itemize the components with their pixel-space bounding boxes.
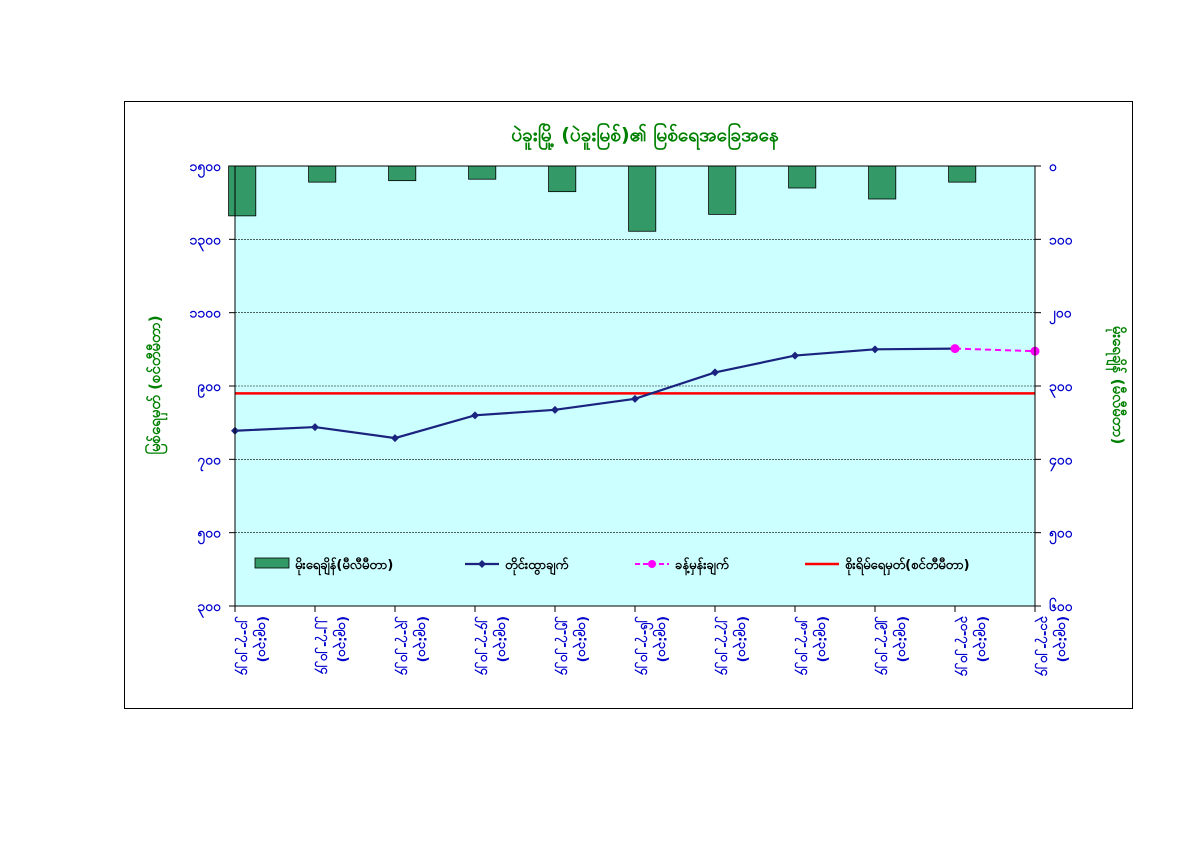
- measured-point: [631, 394, 639, 403]
- x-tick-label: ၂၅-၇-၂၀၂၄ (၀၉:၃၀): [554, 616, 590, 676]
- x-tick-date: ၂၆-၇-၂၀၂၄: [634, 616, 654, 676]
- x-tick-date: ၂၈-၇-၂၀၂၄: [794, 616, 812, 676]
- y-tick-label-left: ၁၃၀၀: [190, 232, 223, 251]
- legend-marker-forecast: [648, 560, 656, 568]
- rainfall-bar: [628, 165, 657, 232]
- x-tick-label: ၂၁-၇-၂၀၂၄ (၀၉:၃၀): [234, 616, 270, 676]
- rainfall-bar: [948, 165, 977, 183]
- chart-svg: ပဲခူးမြို့ (ပဲခူးမြစ်)၏ မြစ်ရေအခြေအနေ မြ…: [144, 121, 1128, 677]
- x-tick-date: ၃၁-၇-၂၀၂၄: [1034, 616, 1052, 677]
- y-tick-label-left: ၇၀၀: [197, 452, 222, 471]
- x-tick-time: (၀၉:၃၀): [252, 616, 270, 662]
- x-tick-date: ၂၅-၇-၂၀၂၄: [554, 616, 572, 676]
- legend-label: မိုးရေချိန်(မီလီမီတာ): [295, 556, 393, 576]
- y-tick-label-right: ၁၀၀: [1049, 232, 1074, 248]
- x-tick-time: (၀၉:၃၀): [972, 616, 990, 662]
- x-tick-time: (၀၉:၃၀): [892, 616, 910, 662]
- y-tick-label-right: ၄၀၀: [1049, 452, 1074, 471]
- y-tick-label-left: ၃၀၀: [197, 599, 222, 618]
- y-tick-label-right: ၃၀၀: [1049, 379, 1074, 398]
- x-tick-time: (၀၉:၃၀): [812, 616, 830, 662]
- x-tick-date: ၂၉-၇-၂၀၂၄: [874, 616, 892, 676]
- y-axis-label-left: မြစ်ရေမှတ် (စင်တီမီတာ): [144, 315, 168, 454]
- measured-point: [471, 411, 479, 420]
- rainfall-bar: [788, 165, 817, 189]
- rainfall-bar: [468, 165, 497, 180]
- x-tick-time: (၀၉:၃၀): [652, 616, 670, 662]
- rainfall-bar: [708, 165, 737, 215]
- rainfall-bar: [228, 165, 257, 217]
- legend-marker-measured: [478, 560, 486, 568]
- x-tick-date: ၂၁-၇-၂၀၂၄: [234, 616, 252, 676]
- y-tick-label-right: ၆၀၀: [1049, 598, 1074, 615]
- x-tick-label: ၂၉-၇-၂၀၂၄ (၀၉:၃၀): [874, 616, 910, 676]
- x-tick-label: ၂၄-၇-၂၀၂၄ (၀၉:၃၀): [474, 616, 510, 676]
- x-tick-label: ၂၂-၇-၂၀၂၄ (၀၉:၃၀): [314, 616, 350, 675]
- x-tick-time: (၀၉:၃၀): [332, 616, 350, 662]
- chart-title: ပဲခူးမြို့ (ပဲခူးမြစ်)၏ မြစ်ရေအခြေအနေ: [511, 121, 779, 151]
- rainfall-bar: [548, 165, 577, 193]
- measured-point: [391, 434, 399, 443]
- x-tick-label: ၃၀-၇-၂၀၂၄ (၀၉:၃၀): [954, 616, 990, 677]
- measured-point: [791, 351, 799, 360]
- x-tick-time: (၀၉:၃၀): [492, 616, 510, 662]
- y-tick-label-right: ၂၀၀: [1049, 306, 1073, 325]
- forecast-point: [950, 344, 960, 354]
- rainfall-bar: [388, 165, 417, 182]
- measured-point: [551, 405, 559, 414]
- y-tick-label-left: ၁၁၀၀: [190, 306, 223, 322]
- legend-label: တိုင်းထွာချက်: [505, 556, 568, 576]
- x-tick-date: ၂၃-၇-၂၀၂၄: [394, 616, 412, 676]
- x-tick-date: ၂၄-၇-၂၀၂၄: [474, 616, 492, 676]
- y-tick-label-left: ၅၀၀: [197, 526, 222, 545]
- x-tick-date: ၃၀-၇-၂၀၂၄: [954, 616, 972, 677]
- x-tick-label: ၃၁-၇-၂၀၂၄ (၀၉:၃၀): [1034, 616, 1070, 677]
- x-tick-time: (၀၉:၃၀): [732, 616, 750, 662]
- legend-swatch-rainfall: [254, 557, 290, 569]
- x-tick-date: ၂၂-၇-၂၀၂၄: [314, 616, 332, 675]
- forecast-line: [954, 347, 1036, 353]
- rainfall-bar: [868, 165, 897, 200]
- x-tick-label: ၂၃-၇-၂၀၂၄ (၀၉:၃၀): [394, 616, 430, 676]
- measured-point: [711, 368, 719, 377]
- y-axis-label-right: မိုးရေချိန် (မီလီမီတာ): [1105, 326, 1128, 445]
- y-tick-label-right: ၀: [1049, 159, 1058, 175]
- x-tick-label: ၂၈-၇-၂၀၂၄ (၀၉:၃၀): [794, 616, 830, 676]
- x-tick-label: ၂၆-၇-၂၀၂၄ (၀၉:၃၀): [634, 616, 670, 676]
- y-tick-label-left: ၁၅၀၀: [190, 159, 223, 178]
- measured-point: [311, 423, 319, 432]
- x-tick-time: (၀၉:၃၀): [412, 616, 430, 662]
- x-tick-time: (၀၉:၃၀): [572, 616, 590, 662]
- x-tick-date: ၂၇-၇-၂၀၂၄: [714, 616, 732, 676]
- chart-frame: ပဲခူးမြို့ (ပဲခူးမြစ်)၏ မြစ်ရေအခြေအနေ မြ…: [124, 101, 1133, 709]
- measured-line: [234, 347, 956, 440]
- legend-label: ခန့်မှန်းချက်: [675, 556, 729, 576]
- rainfall-bar: [308, 165, 337, 183]
- y-tick-label-right: ၅၀၀: [1049, 526, 1074, 545]
- x-tick-label: ၂၇-၇-၂၀၂၄ (၀၉:၃၀): [714, 616, 750, 676]
- x-tick-time: (၀၉:၃၀): [1052, 616, 1070, 662]
- y-tick-label-left: ၉၀၀: [197, 379, 222, 398]
- measured-point: [871, 345, 879, 354]
- legend-label: စိုးရိမ်ရေမှတ်(စင်တီမီတာ): [845, 556, 970, 576]
